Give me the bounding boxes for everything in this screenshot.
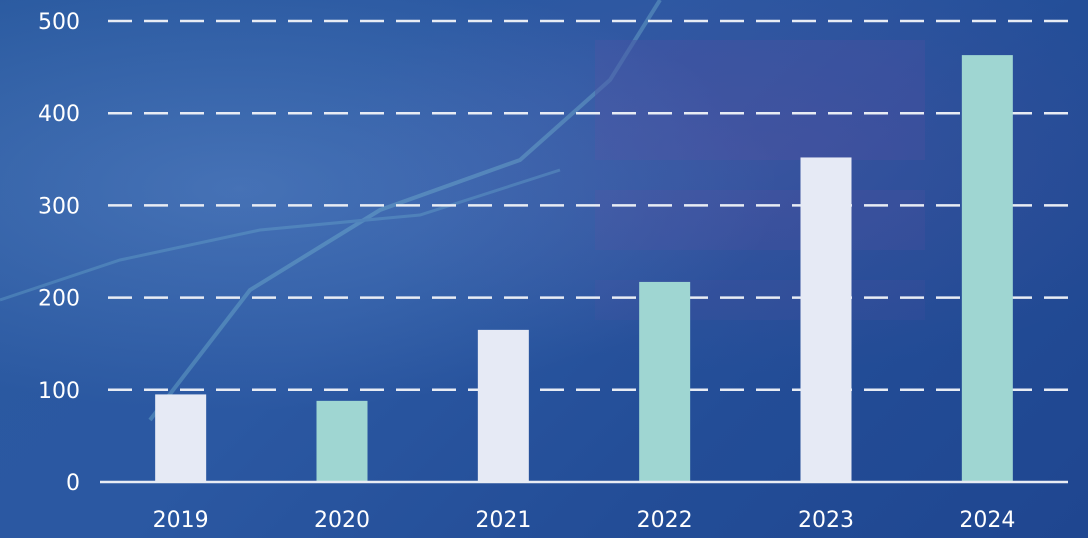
y-tick-label: 0 (66, 471, 80, 496)
bars (155, 55, 1013, 482)
x-tick-label: 2019 (153, 508, 209, 533)
x-axis-tick-labels: 2019 2020 2021 2022 2023 2024 (153, 508, 1016, 533)
y-tick-label: 300 (38, 194, 80, 219)
bar-2019 (155, 394, 207, 482)
y-tick-label: 100 (38, 379, 80, 404)
y-tick-label: 400 (38, 102, 80, 127)
y-tick-label: 500 (38, 10, 80, 35)
gridlines (108, 19, 1068, 392)
bar-2023 (800, 157, 852, 482)
bar-2021 (477, 329, 529, 482)
y-tick-label: 200 (38, 287, 80, 312)
x-tick-label: 2021 (475, 508, 531, 533)
x-tick-label: 2022 (637, 508, 693, 533)
bar-2020 (316, 400, 368, 482)
bar-2024 (961, 55, 1013, 482)
bar-2022 (639, 281, 691, 482)
y-axis-tick-labels: 0 100 200 300 400 500 (38, 10, 80, 496)
x-tick-label: 2020 (314, 508, 370, 533)
x-tick-label: 2024 (959, 508, 1015, 533)
x-tick-label: 2023 (798, 508, 854, 533)
